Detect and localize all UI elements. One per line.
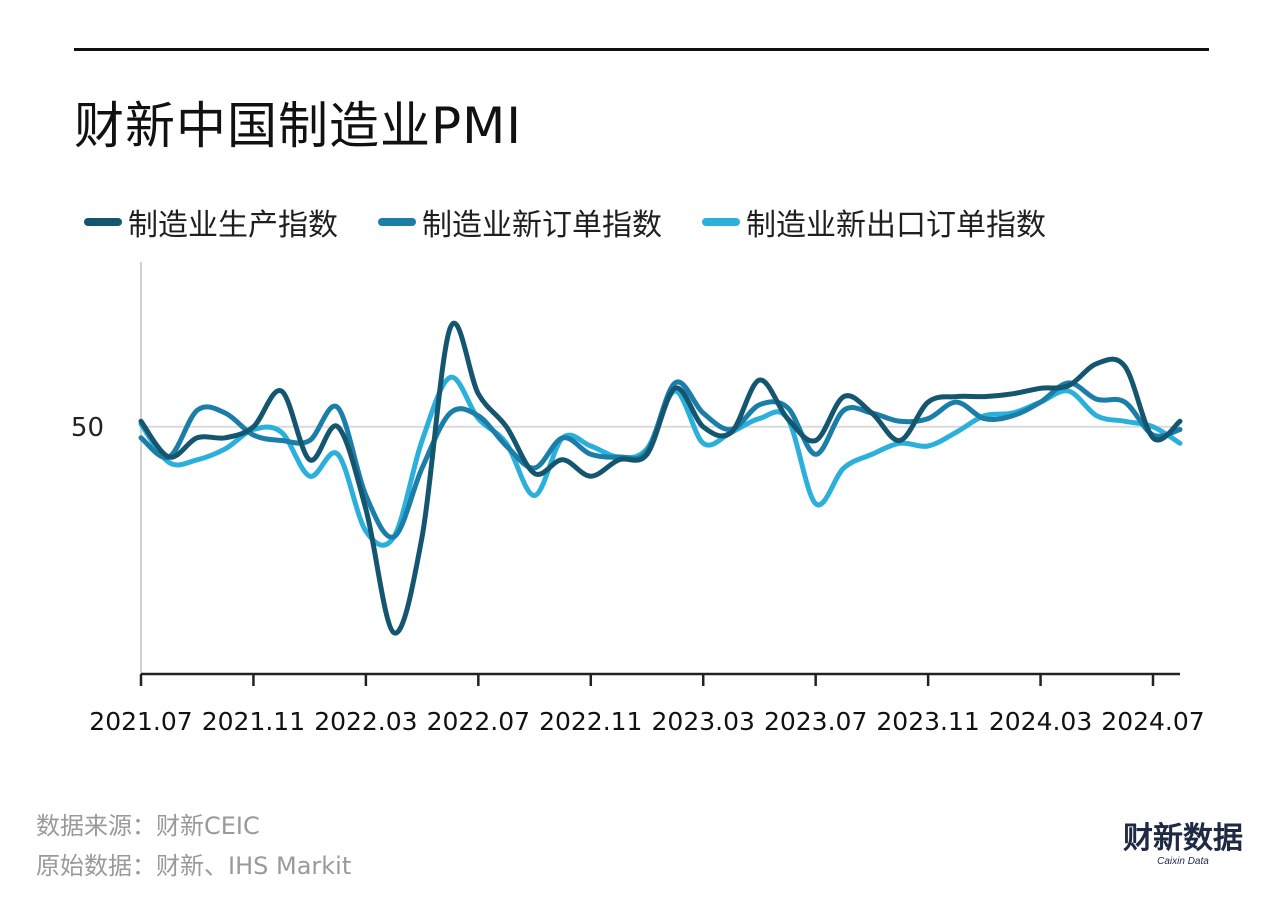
legend-label-production: 制造业生产指数 xyxy=(128,208,338,243)
legend-item-production: 制造业生产指数 xyxy=(84,200,338,244)
x-tick-label: 2021.07 xyxy=(89,707,192,736)
legend-swatch-production xyxy=(84,218,122,226)
legend-item-new-orders: 制造业新订单指数 xyxy=(378,200,662,244)
x-tick-label: 2022.07 xyxy=(427,707,530,736)
legend: 制造业生产指数 制造业新订单指数 制造业新出口订单指数 xyxy=(84,200,1086,244)
series-line-new-export-orders xyxy=(138,374,1183,548)
legend-label-new-orders: 制造业新订单指数 xyxy=(422,208,662,243)
x-tick-label: 2024.03 xyxy=(989,707,1092,736)
logo-sub-text: Caixin Data xyxy=(1157,856,1209,867)
legend-label-new-export-orders: 制造业新出口订单指数 xyxy=(746,208,1046,243)
footer-source: 数据来源：财新CEIC xyxy=(36,812,260,840)
x-tick-label: 2022.03 xyxy=(314,707,417,736)
x-tick-label: 2023.11 xyxy=(876,707,979,736)
chart-title: 财新中国制造业PMI xyxy=(74,97,523,155)
caixin-data-logo: 财新数据 Caixin Data xyxy=(1116,822,1250,868)
x-tick-label: 2023.03 xyxy=(652,707,755,736)
x-tick-label: 2023.07 xyxy=(764,707,867,736)
x-tick-label: 2024.07 xyxy=(1101,707,1204,736)
y-tick-label: 50 xyxy=(71,413,104,443)
footer-original-data: 原始数据：财新、IHS Markit xyxy=(36,852,352,880)
legend-swatch-new-orders xyxy=(378,218,416,226)
top-rule xyxy=(74,48,1209,51)
logo-main-text: 财新数据 xyxy=(1123,821,1243,856)
legend-swatch-new-export-orders xyxy=(702,218,740,226)
legend-item-new-export-orders: 制造业新出口订单指数 xyxy=(702,200,1046,244)
series-line-production xyxy=(138,321,1183,636)
x-tick-label: 2022.11 xyxy=(539,707,642,736)
x-tick-label: 2021.11 xyxy=(202,707,305,736)
